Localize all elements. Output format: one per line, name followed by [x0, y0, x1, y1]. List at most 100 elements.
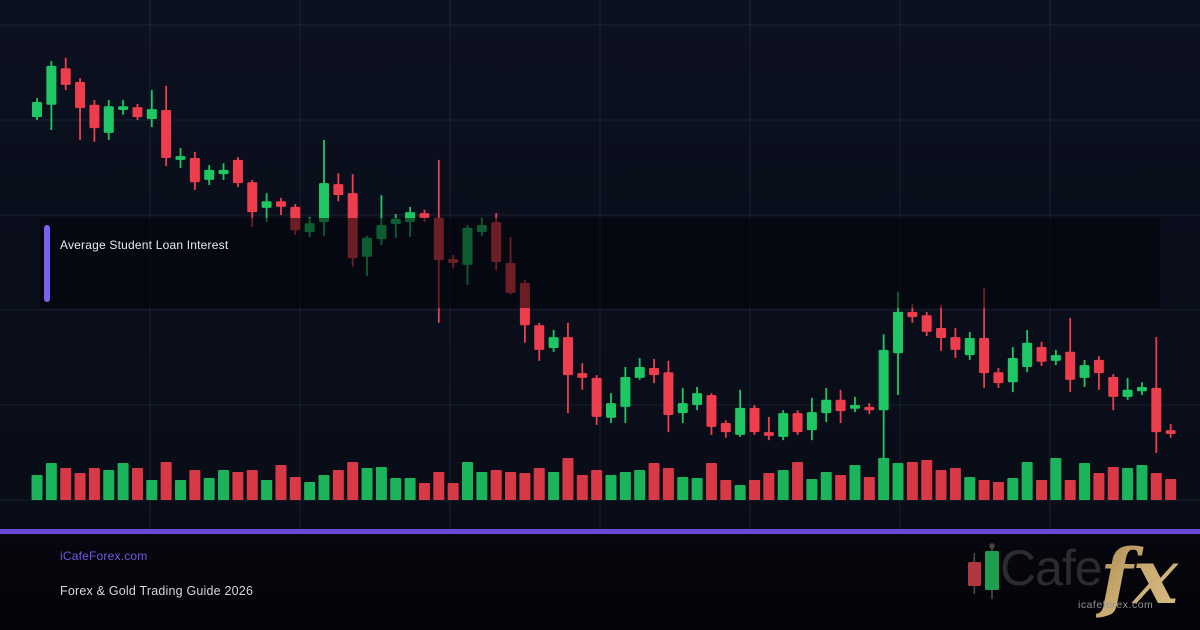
volume-bar	[878, 458, 890, 500]
volume-bar	[246, 470, 258, 500]
volume-bar	[433, 472, 445, 500]
candle-body	[132, 107, 143, 118]
callout-label: Average Student Loan Interest	[60, 238, 229, 252]
candle-body	[1007, 357, 1018, 383]
volume-bar	[505, 472, 517, 500]
candle-body	[677, 403, 688, 414]
candle-body	[419, 213, 430, 218]
volume-bar	[634, 470, 646, 500]
volume-bar	[146, 480, 158, 500]
candle-body	[46, 65, 57, 105]
candle-body	[835, 399, 846, 412]
volume-bar	[404, 478, 416, 500]
logo-pin-dot	[989, 543, 995, 549]
volume-bar	[619, 472, 631, 500]
candle-wick	[854, 396, 856, 413]
candle-body	[118, 106, 129, 111]
volume-bar	[1007, 478, 1019, 500]
volume-bar	[734, 485, 746, 500]
footer-tagline: Forex & Gold Trading Guide 2026	[60, 584, 254, 598]
candle-body	[146, 109, 157, 120]
candle-body	[620, 376, 631, 407]
volume-bar	[117, 463, 129, 500]
volume-bar	[203, 478, 215, 500]
candle-wick	[150, 90, 153, 128]
candle-body	[806, 412, 817, 431]
volume-bar	[347, 462, 359, 500]
footer: iCafeForex.com Forex & Gold Trading Guid…	[0, 529, 1200, 630]
candle-body	[103, 106, 114, 133]
volume-bar	[921, 460, 933, 500]
volume-bar	[763, 473, 775, 500]
volume-bar	[60, 468, 72, 500]
candle-body	[663, 372, 674, 415]
candle-body	[60, 68, 71, 85]
candle-wick	[1126, 377, 1129, 400]
candle-body	[921, 315, 932, 332]
volume-bar	[476, 472, 488, 500]
candle-wick	[940, 304, 942, 351]
candle-wick	[79, 78, 81, 140]
volume-bar	[1021, 462, 1033, 500]
candle-body	[907, 311, 918, 318]
candle-body	[591, 377, 602, 417]
volume-bar	[1107, 467, 1119, 500]
volume-bars	[31, 458, 1177, 500]
candle-body	[232, 159, 243, 184]
candle-body	[993, 372, 1004, 384]
brand-logo: Cafe fx icafeforex.com	[958, 532, 1193, 629]
volume-bar	[949, 468, 961, 500]
volume-bar	[160, 462, 172, 500]
candle-body	[319, 183, 329, 223]
candle-body	[979, 338, 990, 374]
volume-bar	[519, 473, 531, 500]
candle-wick	[767, 416, 770, 441]
volume-bar	[777, 470, 789, 500]
candle-body	[75, 82, 86, 109]
volume-bar	[820, 472, 832, 500]
volume-bar	[576, 475, 588, 500]
volume-bar	[1122, 468, 1134, 500]
volume-bar	[1050, 458, 1062, 500]
candle-body	[936, 328, 947, 339]
candle-body	[821, 399, 832, 414]
candle-body	[1165, 430, 1176, 434]
volume-bar	[1036, 480, 1047, 500]
volume-bar	[1064, 480, 1076, 500]
candle-body	[849, 405, 860, 409]
candle-body	[649, 367, 660, 376]
callout-accent-bar	[44, 225, 50, 302]
volume-bar	[863, 477, 875, 500]
candle-body	[1122, 389, 1133, 397]
candle-body	[275, 201, 286, 207]
candle-body	[778, 413, 789, 437]
logo-candlestick-icon	[968, 543, 999, 599]
volume-bar	[691, 478, 703, 500]
volume-bar	[935, 470, 947, 500]
logo-domain-text: icafeforex.com	[1078, 599, 1154, 611]
volume-bar	[749, 480, 760, 500]
volume-bar	[390, 478, 402, 500]
callout-panel: Average Student Loan Interest	[40, 218, 1160, 308]
volume-bar	[720, 480, 732, 500]
volume-bar	[906, 462, 918, 500]
volume-bar	[1093, 473, 1105, 500]
candle-body	[964, 338, 975, 356]
candle-body	[893, 311, 903, 354]
volume-bar	[490, 470, 502, 500]
candle-body	[247, 182, 258, 213]
volume-bar	[992, 482, 1004, 500]
footer-divider	[0, 529, 1200, 534]
candle-body	[548, 337, 559, 348]
volume-bar	[45, 463, 57, 500]
candle-body	[1151, 387, 1162, 433]
logo-fx-text: fx	[1096, 532, 1180, 621]
volume-bar	[361, 468, 373, 500]
logo-word-cafe: Cafe	[1000, 540, 1103, 596]
volume-bar	[462, 462, 473, 500]
volume-bar	[1136, 465, 1148, 500]
volume-bar	[648, 463, 660, 500]
footer-site-text: iCafeForex.com	[60, 549, 148, 563]
volume-bar	[892, 463, 904, 500]
